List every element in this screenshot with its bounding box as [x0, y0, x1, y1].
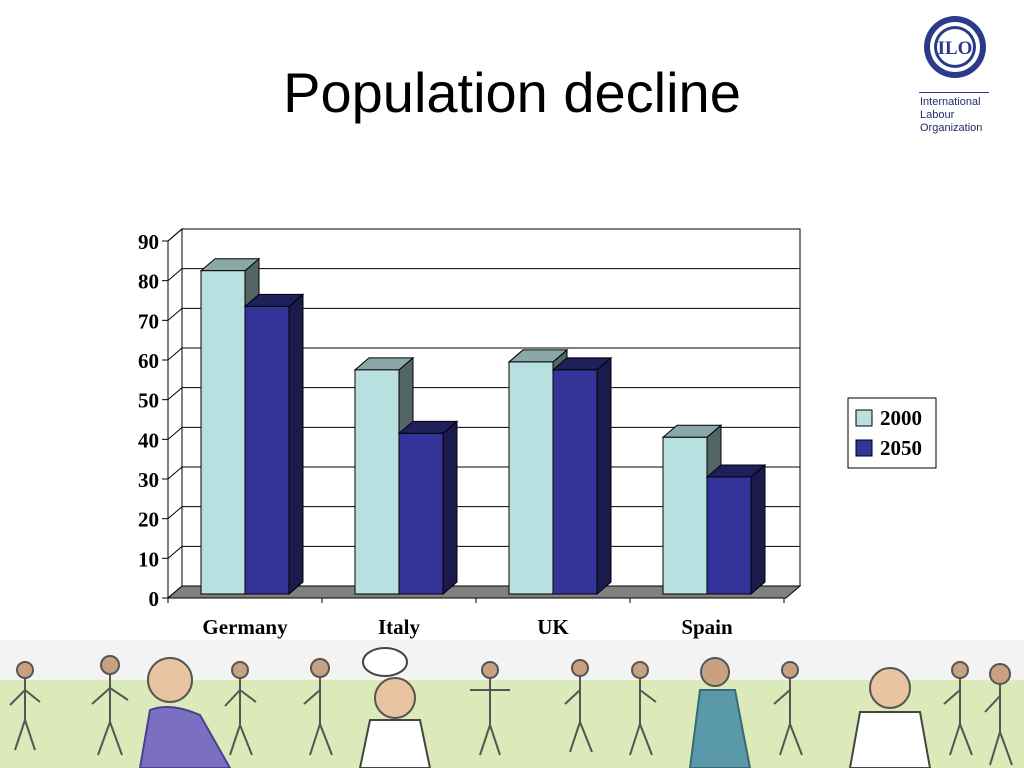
gridline — [167, 307, 800, 321]
bar-side-face — [750, 463, 766, 596]
y-tick-label: 50 — [138, 389, 159, 413]
ilo-emblem-icon: ILO — [924, 16, 986, 78]
x-tick-label-uk: UK — [537, 615, 569, 639]
logo-line-3: Organization — [920, 122, 983, 134]
chart-labels-layer: 0 10 20 30 40 50 60 70 80 90 Germany Italy UK Spain — [138, 230, 785, 639]
gridline — [167, 347, 800, 361]
bar-chart: 0 10 20 30 40 50 60 70 80 90 Germany Italy UK Spain 2… — [138, 227, 937, 639]
bar-front-face — [662, 436, 708, 595]
bar-2050-italy — [397, 420, 459, 596]
chart-legend: 2000 2050 — [847, 397, 937, 469]
y-tick-label: 10 — [138, 547, 159, 571]
bar-2050-uk — [551, 356, 613, 596]
slide-title: Population decline — [283, 61, 741, 124]
logo-line-2: Labour — [920, 109, 955, 121]
bar-side-face — [442, 420, 458, 596]
y-tick-label: 60 — [138, 349, 159, 373]
bar-2050-germany — [243, 293, 305, 596]
legend-swatch-2050 — [855, 439, 873, 457]
y-tick-label: 80 — [138, 270, 159, 294]
x-tick-label-spain: Spain — [681, 615, 733, 639]
x-tick-label-germany: Germany — [202, 615, 288, 639]
legend-label-2000: 2000 — [880, 406, 922, 430]
y-tick-label: 70 — [138, 309, 159, 333]
gridline — [167, 228, 800, 242]
y-tick-label: 40 — [138, 428, 159, 452]
y-tick-label: 30 — [138, 468, 159, 492]
bar-front-face — [706, 476, 752, 595]
bar-front-face — [244, 305, 290, 595]
logo-rule — [919, 92, 989, 93]
bar-front-face — [508, 361, 554, 595]
logo-emblem-text: ILO — [938, 38, 973, 59]
footer-illustration — [0, 640, 1024, 768]
y-tick-label: 90 — [138, 230, 159, 254]
bar-side-face — [596, 356, 612, 596]
bar-front-face — [354, 369, 400, 595]
bar-front-face — [552, 369, 598, 595]
bar-front-face — [398, 432, 444, 595]
bar-side-face — [288, 293, 304, 596]
logo-line-1: International — [920, 96, 981, 108]
chart-side-wall — [167, 227, 183, 600]
ilo-logo: ILO International Labour Organization — [915, 14, 1005, 139]
bar-2050-spain — [705, 463, 767, 596]
bar-front-face — [200, 270, 246, 595]
y-tick-label: 0 — [149, 587, 160, 611]
x-tick-label-italy: Italy — [378, 615, 421, 639]
footer-people — [9, 647, 1013, 768]
gridline — [167, 268, 800, 282]
chart-bars-layer — [199, 257, 767, 596]
legend-swatch-2000 — [855, 409, 873, 427]
legend-label-2050: 2050 — [880, 436, 922, 460]
y-tick-label: 20 — [138, 508, 159, 532]
